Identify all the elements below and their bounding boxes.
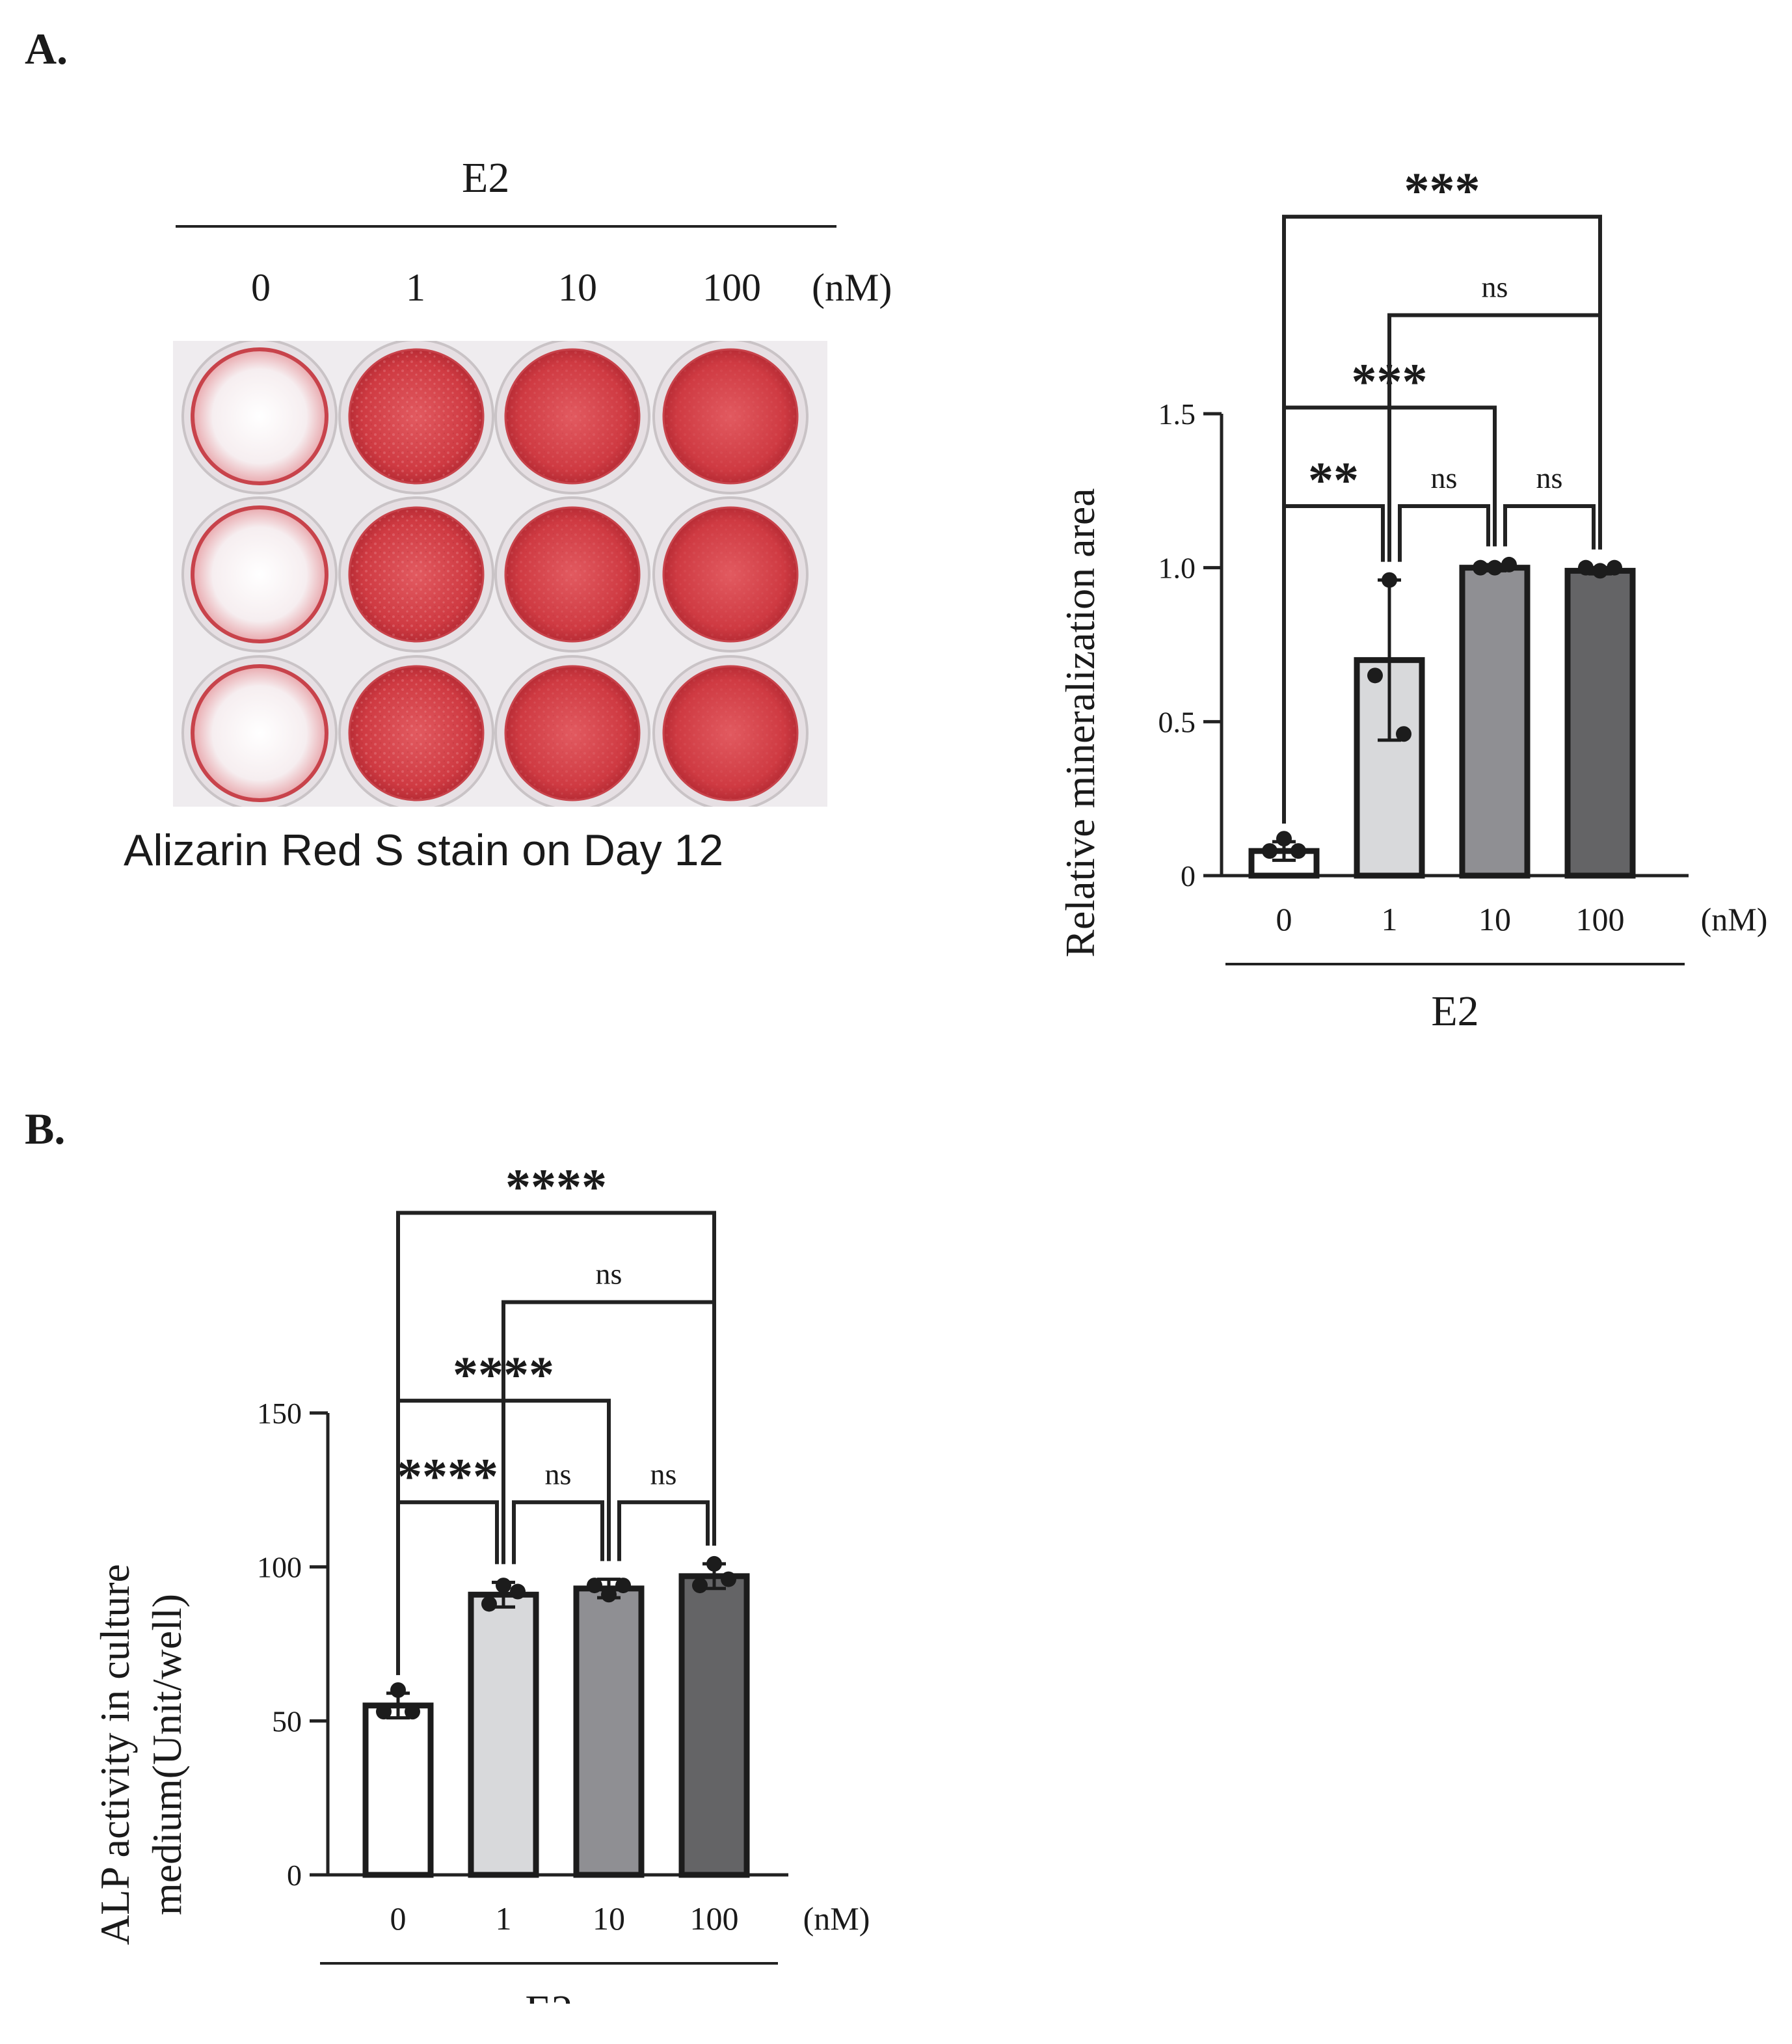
bar bbox=[678, 1573, 750, 1878]
data-point bbox=[1592, 563, 1608, 579]
significance-label: ns bbox=[1431, 461, 1458, 494]
data-point bbox=[1473, 559, 1488, 576]
well-speckle bbox=[507, 351, 638, 482]
y-axis-label-line1: ALP activity in culture bbox=[92, 1564, 138, 1945]
data-point bbox=[1382, 572, 1397, 588]
data-point bbox=[587, 1578, 602, 1594]
x-axis-label: E2 bbox=[525, 1987, 572, 2004]
plate-conc-100: 100 bbox=[702, 266, 761, 309]
data-point bbox=[481, 1596, 497, 1612]
well-plate-image bbox=[173, 341, 827, 807]
data-point bbox=[601, 1587, 617, 1603]
data-point bbox=[496, 1578, 511, 1594]
y-tick-label: 100 bbox=[257, 1551, 302, 1584]
significance-label: ns bbox=[1482, 271, 1508, 304]
significance-bracket bbox=[396, 1211, 716, 1675]
y-tick-label: 0.5 bbox=[1158, 705, 1196, 738]
significance-label: ns bbox=[596, 1257, 622, 1291]
data-point bbox=[376, 1704, 392, 1720]
plate-caption: Alizarin Red S stain on Day 12 bbox=[124, 826, 724, 875]
x-axis-label: E2 bbox=[1431, 988, 1478, 1035]
well-stain bbox=[191, 505, 328, 643]
y-axis-label: Relative mineralization area bbox=[1057, 488, 1103, 957]
y-tick-label: 1.0 bbox=[1158, 552, 1196, 585]
well-speckle bbox=[665, 667, 796, 799]
bar bbox=[1564, 567, 1636, 879]
well-stain bbox=[191, 664, 328, 802]
data-point bbox=[510, 1583, 526, 1600]
bar bbox=[468, 1591, 539, 1878]
plate-conc-1: 1 bbox=[406, 266, 425, 309]
well-speckle bbox=[351, 509, 482, 640]
data-point bbox=[390, 1682, 406, 1698]
data-point bbox=[1578, 559, 1594, 576]
significance-label: ns bbox=[650, 1457, 677, 1490]
plate-conc-0: 0 bbox=[251, 266, 271, 309]
significance-label: **** bbox=[397, 1447, 498, 1504]
y-tick-label: 50 bbox=[272, 1704, 302, 1738]
data-point bbox=[1501, 556, 1517, 572]
well-speckle bbox=[507, 667, 638, 799]
x-unit-label: (nM) bbox=[1701, 901, 1768, 937]
x-unit-label: (nM) bbox=[803, 1900, 870, 1937]
data-point bbox=[1487, 559, 1503, 576]
significance-bracket bbox=[617, 1500, 710, 1561]
significance-bracket bbox=[512, 1500, 604, 1565]
significance-label: **** bbox=[505, 1158, 607, 1215]
well-speckle bbox=[665, 509, 796, 640]
x-tick-label: 100 bbox=[690, 1900, 739, 1937]
significance-bracket bbox=[1282, 215, 1602, 824]
significance-label: ** bbox=[1308, 451, 1359, 508]
y-tick-label: 0 bbox=[287, 1859, 302, 1892]
well-stain bbox=[191, 347, 328, 485]
x-tick-label: 10 bbox=[1478, 901, 1511, 937]
panel-label-a: A. bbox=[25, 24, 68, 74]
x-tick-label: 1 bbox=[496, 1900, 512, 1937]
significance-label: ns bbox=[1536, 461, 1563, 494]
x-tick-label: 10 bbox=[593, 1900, 625, 1937]
x-tick-label: 0 bbox=[1276, 901, 1292, 937]
well-speckle bbox=[507, 509, 638, 640]
y-tick-label: 1.5 bbox=[1158, 397, 1196, 431]
data-point bbox=[405, 1704, 420, 1720]
panel-label-b: B. bbox=[25, 1104, 66, 1153]
bar bbox=[573, 1585, 645, 1878]
well-speckle bbox=[665, 351, 796, 482]
plate-group-line bbox=[176, 225, 836, 228]
bar bbox=[1459, 565, 1531, 879]
y-tick-label: 0 bbox=[1181, 859, 1196, 893]
data-point bbox=[1276, 831, 1292, 847]
data-point bbox=[1396, 726, 1411, 742]
y-axis-label-line2: medium(Unit/well) bbox=[144, 1594, 190, 1915]
significance-bracket bbox=[1398, 504, 1490, 562]
y-tick-label: 150 bbox=[257, 1397, 302, 1430]
significance-label: ns bbox=[545, 1457, 572, 1490]
data-point bbox=[721, 1571, 736, 1587]
chart-mineralization: 0 0.5 1.0 1.5 Relative mineralization area 0 1… bbox=[1057, 162, 1768, 1035]
bar bbox=[362, 1702, 434, 1878]
data-point bbox=[1607, 559, 1622, 576]
data-point bbox=[1262, 843, 1277, 859]
plate-unit-label: (nM) bbox=[812, 266, 892, 309]
well-speckle bbox=[351, 351, 482, 482]
x-tick-label: 1 bbox=[1382, 901, 1398, 937]
data-point bbox=[706, 1555, 722, 1572]
plate-conc-10: 10 bbox=[558, 266, 597, 309]
data-point bbox=[692, 1578, 708, 1594]
plate-group-label: E2 bbox=[462, 154, 510, 202]
significance-label: *** bbox=[1404, 162, 1480, 219]
data-point bbox=[615, 1578, 631, 1594]
x-tick-label: 0 bbox=[390, 1900, 407, 1937]
data-point bbox=[1291, 843, 1306, 859]
x-tick-label: 100 bbox=[1576, 901, 1625, 937]
well-speckle bbox=[351, 667, 482, 799]
significance-bracket bbox=[1503, 504, 1596, 550]
data-point bbox=[1367, 667, 1383, 684]
